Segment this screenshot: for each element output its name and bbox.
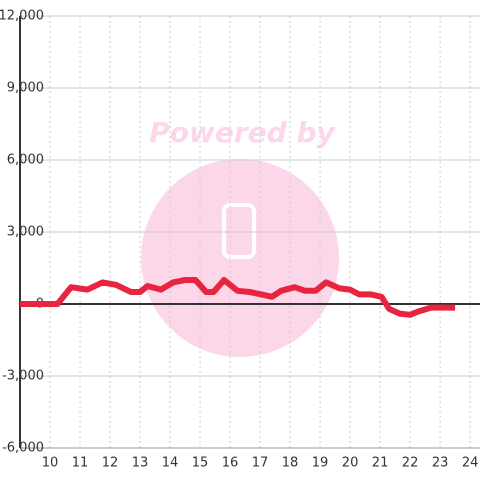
x-tick-label: 11 xyxy=(72,456,89,471)
x-tick-label: 16 xyxy=(222,456,239,471)
x-tick-label: 23 xyxy=(432,456,449,471)
x-tick-label: 15 xyxy=(192,456,209,471)
y-tick-label: -3,000 xyxy=(2,369,44,384)
y-tick-label: -6,000 xyxy=(2,441,44,456)
watermark-icon xyxy=(222,203,256,259)
x-tick-label: 20 xyxy=(342,456,359,471)
x-tick-label: 19 xyxy=(312,456,329,471)
y-tick-label: 3,000 xyxy=(7,225,44,240)
x-tick-label: 22 xyxy=(402,456,419,471)
x-tick-label: 12 xyxy=(102,456,119,471)
x-tick-label: 10 xyxy=(42,456,59,471)
data-line xyxy=(20,277,456,318)
x-tick-label: 18 xyxy=(282,456,299,471)
y-tick-label: 12,000 xyxy=(0,9,44,24)
x-tick-label: 14 xyxy=(162,456,179,471)
watermark: Powered by xyxy=(141,116,339,357)
x-tick-label: 24 xyxy=(462,456,479,471)
y-tick-label: 9,000 xyxy=(7,81,44,96)
y-tick-label: 6,000 xyxy=(7,153,44,168)
x-tick-label: 21 xyxy=(372,456,389,471)
x-tick-label: 17 xyxy=(252,456,269,471)
x-tick-label: 13 xyxy=(132,456,149,471)
watermark-text: Powered by xyxy=(149,116,336,149)
